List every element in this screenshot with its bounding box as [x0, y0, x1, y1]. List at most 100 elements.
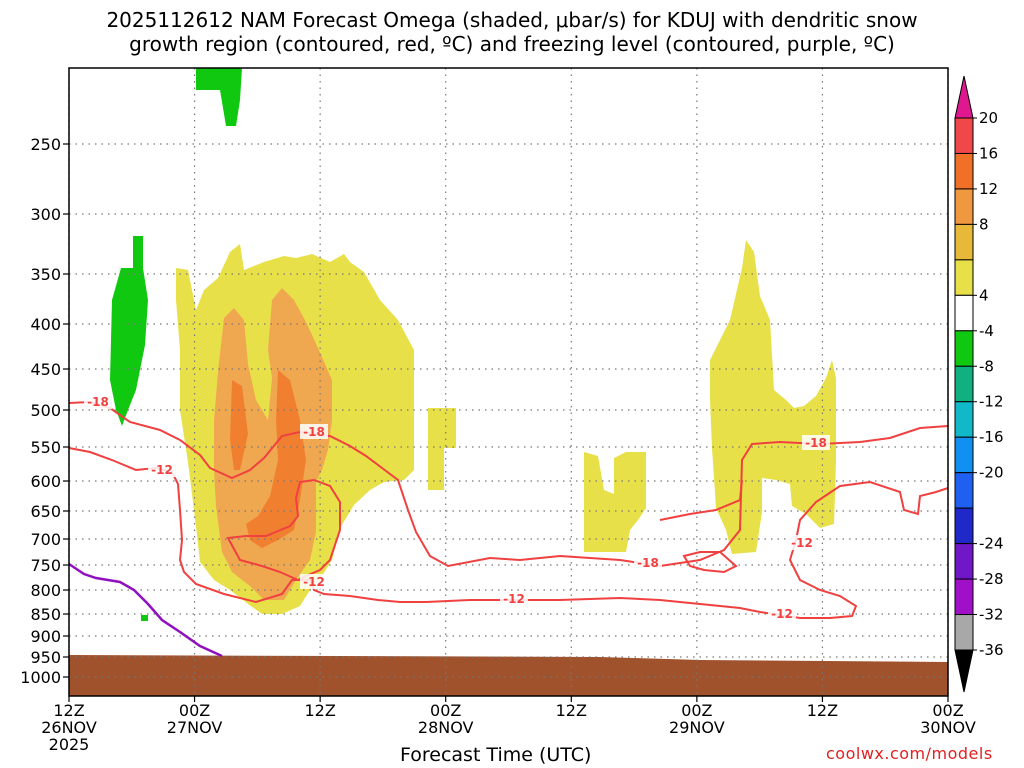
colorbar-label: -8 — [979, 357, 994, 375]
colorbar-swatch — [954, 543, 974, 580]
colorbar-label: -28 — [979, 570, 1004, 588]
omega-shading — [110, 68, 836, 621]
omega-negative-region — [141, 615, 148, 621]
omega-negative-region — [110, 236, 148, 426]
contour-label: -12 — [151, 463, 173, 477]
omega-positive-region — [710, 240, 836, 554]
y-tick-label: 600 — [30, 472, 61, 491]
freezing-level-contour — [68, 562, 223, 658]
contour-line — [226, 478, 341, 582]
omega-positive-region — [246, 370, 306, 548]
x-tick-date: 26NOV — [41, 718, 97, 737]
y-tick-label: 650 — [30, 502, 61, 521]
colorbar-swatch — [954, 578, 974, 616]
y-axis-ticks: 250 300 350 400 450 500 550 600 650 700 750 800 850 9… — [20, 135, 69, 687]
x-tick-label: 00Z — [932, 701, 963, 720]
contour-label-bg — [500, 591, 528, 606]
y-tick-label: 750 — [30, 556, 61, 575]
colorbar-swatch — [954, 223, 974, 261]
y-tick-label: 450 — [30, 360, 61, 379]
omega-positive-region — [584, 452, 646, 552]
colorbar: 20 16 12 8 4 -4 -8 -12 -16 -20 -24 -28 -32 -36 — [954, 75, 1004, 693]
contour-label: -18 — [303, 425, 325, 439]
colorbar-swatch — [954, 401, 974, 438]
colorbar-label: 16 — [979, 144, 998, 162]
y-tick-label: 850 — [30, 605, 61, 624]
contour-label: -18 — [87, 395, 109, 409]
contour-label-bg — [634, 555, 662, 570]
colorbar-label: -20 — [979, 464, 1004, 482]
y-tick-label: 800 — [30, 581, 61, 600]
colorbar-swatch — [954, 614, 974, 651]
contour-label-bg — [802, 435, 830, 450]
colorbar-label: -4 — [979, 322, 994, 340]
y-tick-label: 950 — [30, 648, 61, 667]
contour-line — [682, 551, 738, 574]
colorbar-swatch — [954, 152, 974, 190]
y-tick-label: 250 — [30, 135, 61, 154]
x-axis-title: Forecast Time (UTC) — [400, 744, 592, 766]
y-tick-label: 400 — [30, 315, 61, 334]
colorbar-swatch — [954, 436, 974, 474]
colorbar-swatch — [954, 472, 974, 509]
x-tick-label: 00Z — [681, 701, 712, 720]
contour-label-bg — [84, 394, 112, 409]
omega-positive-region — [214, 288, 332, 600]
x-tick-date: 30NOV — [920, 718, 976, 737]
colorbar-swatch — [954, 259, 974, 296]
x-tick-label: 12Z — [53, 701, 84, 720]
contour-label-bg — [768, 606, 796, 621]
credit-text: coolwx.com/models — [826, 744, 993, 763]
colorbar-swatch — [954, 188, 974, 225]
contour-label: -18 — [637, 556, 659, 570]
contour-label-bg — [300, 424, 328, 439]
y-tick-label: 900 — [30, 627, 61, 646]
contour-label: -12 — [303, 575, 325, 589]
x-tick-label: 12Z — [304, 701, 335, 720]
y-tick-label: 500 — [30, 401, 61, 420]
contour-label: -12 — [791, 536, 813, 550]
contour-line — [68, 400, 949, 568]
omega-negative-region — [196, 68, 242, 126]
x-tick-label: 12Z — [556, 701, 587, 720]
y-tick-label: 550 — [30, 438, 61, 457]
colorbar-label: 4 — [979, 286, 989, 304]
colorbar-top-arrow — [954, 75, 974, 119]
x-tick-date: 28NOV — [418, 718, 474, 737]
x-tick-label: 00Z — [430, 701, 461, 720]
contour-label-group: -18 -18 -12 -12 -18 -18 -12 -12 -12 — [84, 394, 830, 621]
contour-label-bg — [148, 462, 176, 477]
y-tick-label: 700 — [30, 530, 61, 549]
colorbar-label: -36 — [979, 641, 1004, 659]
y-tick-label: 350 — [30, 265, 61, 284]
colorbar-swatch — [954, 117, 974, 154]
contour-label: -12 — [503, 592, 525, 606]
colorbar-swatch — [954, 330, 974, 367]
colorbar-label: 8 — [979, 215, 989, 233]
x-tick-year: 2025 — [49, 735, 90, 754]
contour-line — [659, 479, 743, 521]
plot-frame — [68, 67, 949, 697]
colorbar-swatch — [954, 365, 974, 403]
chart-title: 2025112612 NAM Forecast Omega (shaded, μ… — [106, 8, 918, 56]
terrain-fill — [69, 655, 948, 696]
colorbar-swatch — [954, 507, 974, 545]
omega-positive-region — [428, 408, 456, 490]
colorbar-label: 20 — [979, 109, 998, 127]
x-tick-date: 27NOV — [167, 718, 223, 737]
colorbar-label: 12 — [979, 180, 998, 198]
contour-label-bg — [788, 535, 816, 550]
colorbar-label: -32 — [979, 606, 1004, 624]
colorbar-label: -24 — [979, 535, 1004, 553]
y-tick-label: 1000 — [20, 668, 61, 687]
colorbar-swatch — [954, 294, 974, 332]
contour-label: -12 — [771, 607, 793, 621]
x-tick-label: 12Z — [807, 701, 838, 720]
colorbar-label: -12 — [979, 393, 1004, 411]
colorbar-bottom-arrow — [954, 649, 974, 693]
contour-label: -18 — [805, 436, 827, 450]
colorbar-label: -16 — [979, 428, 1004, 446]
omega-positive-region — [230, 380, 248, 470]
